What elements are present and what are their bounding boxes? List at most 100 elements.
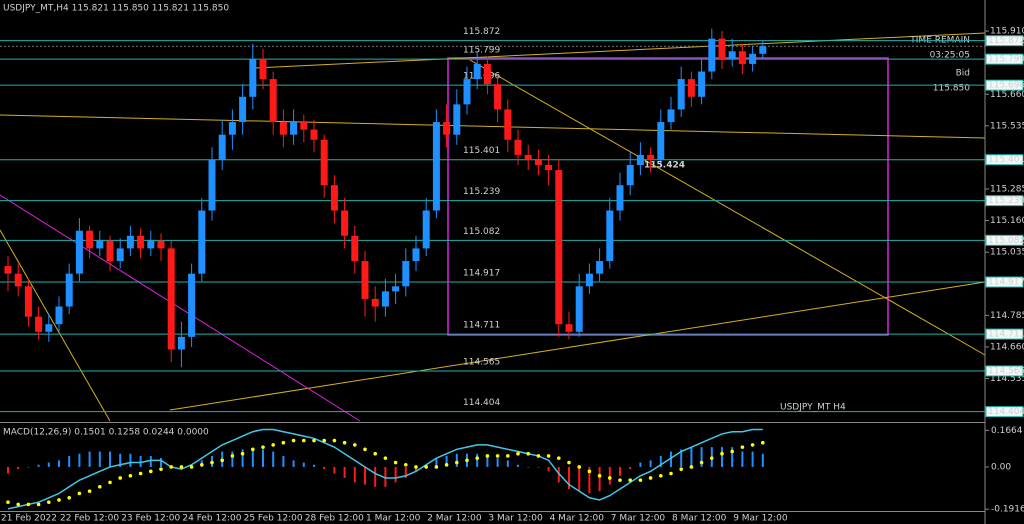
candle-body (167, 248, 175, 350)
y-tick-label: -0.1916 (991, 505, 1024, 515)
level-box (985, 53, 1024, 65)
candle-body (239, 96, 247, 123)
macd-bar (639, 462, 642, 467)
candle-body (86, 230, 94, 249)
candle-body (157, 240, 165, 249)
candle-body (310, 129, 318, 140)
signal-dot (353, 443, 357, 447)
candle-body (116, 248, 124, 262)
candle-body (759, 46, 767, 54)
level-box-label: 114.711 (988, 330, 1024, 340)
signal-dot (118, 476, 122, 480)
macd-bar (47, 462, 50, 467)
macd-bar (7, 466, 9, 474)
macd-bar (741, 451, 744, 467)
macd-title: MACD(12,26,9) 0.1501 0.1258 0.0244 0.000… (3, 428, 209, 438)
candle-body (330, 185, 338, 211)
trendline (469, 59, 986, 356)
macd-bar (476, 453, 479, 467)
macd-bar (721, 447, 723, 467)
macd-bar (343, 466, 346, 478)
signal-dot (240, 451, 245, 456)
candle-body (483, 63, 491, 85)
candle-body (218, 134, 226, 160)
signal-dot (383, 456, 388, 460)
signal-dot (465, 458, 469, 463)
x-tick-label: 25 Feb 12:00 (244, 514, 303, 524)
candle-body (96, 240, 104, 249)
macd-bar (231, 451, 234, 467)
x-tick-label: 4 Mar 12:00 (550, 514, 605, 524)
rectangle-object (447, 57, 889, 336)
drawn-objects (0, 0, 986, 524)
candle-body (698, 71, 706, 97)
candle-body (188, 273, 196, 337)
macd-bar (292, 460, 295, 467)
candle-body (647, 154, 655, 160)
signal-dot (526, 451, 530, 456)
macd-bar (251, 449, 254, 467)
time-remain: 03:25:05 (930, 51, 970, 61)
candle-body (524, 154, 532, 160)
macd-bar (129, 453, 132, 467)
candle-body (361, 261, 369, 299)
signal-dot (220, 458, 224, 463)
macd-bar (262, 449, 264, 467)
candle-body (392, 286, 400, 292)
signal-dot (108, 480, 112, 485)
candle-body (65, 273, 73, 307)
signal-dot (98, 484, 102, 489)
signal-dot (628, 478, 632, 482)
trendline (169, 281, 986, 411)
x-tick-label: 21 Feb 2022 (1, 514, 57, 524)
x-tick-label: 22 Feb 12:00 (60, 514, 119, 524)
candle-body (575, 286, 583, 332)
signal-dot (271, 443, 276, 447)
macd-bar (486, 455, 489, 467)
macd-bar (374, 466, 377, 487)
level-box-label: 114.917 (988, 278, 1024, 288)
level-box-label: 115.401 (988, 155, 1024, 165)
candle-body (402, 261, 410, 287)
candle-body (616, 185, 624, 211)
candle-body (504, 109, 512, 140)
candle-body (494, 84, 502, 110)
candle-body (279, 122, 287, 135)
level-label: 115.239 (463, 187, 500, 197)
macd-bar (323, 466, 326, 470)
signal-dot (36, 502, 41, 507)
signal-dot (546, 454, 551, 458)
candle-body (412, 248, 420, 262)
candle-body (718, 38, 726, 59)
signal-dot (597, 473, 602, 478)
price-annotation: 115.424 (644, 160, 685, 170)
signal-dot (281, 440, 286, 445)
signal-dot (679, 467, 683, 471)
signal-dot (740, 445, 745, 449)
x-tick-label: 1 Mar 12:00 (366, 514, 421, 524)
candle-body (249, 58, 257, 97)
signal-dot (16, 502, 21, 507)
macd-bar (761, 453, 764, 467)
level-box-label: 115.799 (988, 55, 1024, 65)
level-box (985, 365, 1024, 377)
signal-dot (291, 438, 296, 443)
level-box-label: 115.239 (988, 196, 1024, 206)
macd-bar (659, 455, 662, 467)
trendline (254, 32, 986, 69)
trendline (0, 114, 986, 139)
signal-dot (475, 456, 480, 460)
macd-bar (568, 466, 570, 489)
macd-bar (537, 466, 540, 468)
level-label: 115.799 (463, 46, 500, 56)
candle-body (738, 51, 746, 64)
signal-dot (322, 438, 327, 443)
macd-main-line (7, 428, 763, 510)
candle-body (728, 51, 736, 59)
bid-label: Bid (956, 69, 970, 79)
candle-body (381, 291, 389, 307)
signal-dot (6, 500, 10, 504)
x-tick-label: 8 Mar 12:00 (672, 514, 727, 524)
y-tick-label: 115.535 (990, 121, 1024, 131)
y-tick-label: 115.660 (990, 90, 1024, 100)
